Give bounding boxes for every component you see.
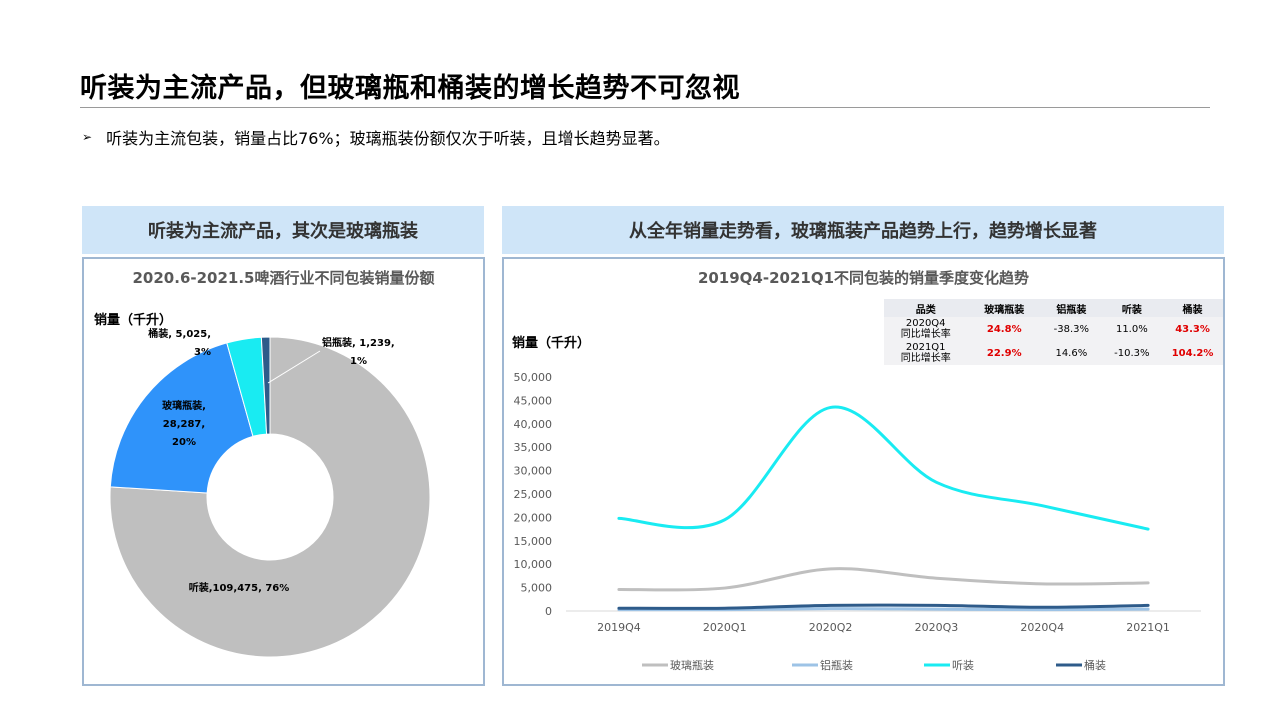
y-tick-label: 30,000: [514, 465, 553, 478]
donut-glass-bottle-slice: [109, 342, 254, 494]
legend-label-glass-bottle: 玻璃瓶装: [670, 658, 714, 672]
y-tick-label: 5,000: [521, 582, 553, 595]
table-header-cell: 听装: [1101, 299, 1163, 317]
line-chart-panel: 2019Q4-2021Q1不同包装的销量季度变化趋势 销量（千升） 品类 玻璃瓶…: [502, 257, 1225, 686]
y-tick-label: 40,000: [514, 418, 553, 431]
x-tick-label: 2020Q3: [915, 621, 959, 634]
donut-can-slice: [109, 336, 431, 658]
donut-chart: 听装,109,475, 76% 玻璃瓶装, 28,287, 20% 桶装, 5,025,…: [109, 327, 431, 658]
legend-label-keg: 桶装: [1084, 658, 1106, 672]
y-tick-label: 15,000: [514, 535, 553, 548]
table-cell: 22.9%: [967, 341, 1042, 365]
donut-unit-label: 销量（千升）: [94, 313, 173, 328]
donut-aluminum-bottle-slice: [260, 336, 271, 435]
x-tick-label: 2020Q4: [1020, 621, 1064, 634]
series-line-can: [617, 405, 1150, 531]
table-cell: 24.8%: [967, 317, 1042, 341]
donut-label-glass: 玻璃瓶装, 28,287, 20%: [162, 399, 206, 448]
donut-label-can: 听装,109,475, 76%: [189, 581, 290, 594]
table-row: 2021Q1 同比增长率 22.9% 14.6% -10.3% 104.2%: [884, 341, 1223, 365]
donut-label-aluminum: 铝瓶装, 1,239, 1%: [322, 336, 395, 367]
page-title: 听装为主流产品，但玻璃瓶和桶装的增长趋势不可忽视: [80, 73, 740, 104]
series-line-keg: [617, 603, 1150, 610]
left-panel-header: 听装为主流产品，其次是玻璃瓶装: [82, 206, 484, 254]
legend-label-can: 听装: [952, 659, 974, 672]
legend-label-aluminum-bottle: 铝瓶装: [820, 658, 853, 672]
y-tick-label: 10,000: [514, 558, 553, 571]
series-line-glass-bottle: [617, 567, 1150, 592]
arrow-bullet-icon: ➢: [82, 130, 93, 144]
x-tick-label: 2020Q1: [703, 621, 747, 634]
x-tick-label: 2021Q1: [1126, 621, 1170, 634]
table-cell: 11.0%: [1101, 317, 1163, 341]
donut-leader-line: [267, 350, 321, 384]
summary-bullet: ➢ 听装为主流包装，销量占比76%；玻璃瓶装份额仅次于听装，且增长趋势显著。: [82, 125, 670, 149]
x-tick-label: 2020Q2: [809, 621, 853, 634]
donut-label-keg: 桶装, 5,025, 3%: [147, 327, 211, 358]
table-header-cell: 玻璃瓶装: [967, 299, 1042, 317]
table-header-cell: 铝瓶装: [1041, 299, 1102, 317]
line-chart-title: 2019Q4-2021Q1不同包装的销量季度变化趋势: [697, 269, 1030, 287]
y-tick-label: 25,000: [514, 488, 553, 501]
table-row: 2020Q4 同比增长率 24.8% -38.3% 11.0% 43.3%: [884, 317, 1223, 341]
table-header-cell: 桶装: [1162, 299, 1223, 317]
title-divider: [80, 107, 1210, 108]
table-cell: -38.3%: [1041, 317, 1102, 341]
table-row-label: 2021Q1 同比增长率: [884, 341, 968, 365]
table-cell: 104.2%: [1162, 341, 1223, 365]
x-tick-label: 2019Q4: [597, 621, 641, 634]
table-cell: 43.3%: [1162, 317, 1223, 341]
growth-rate-table: 品类 玻璃瓶装 铝瓶装 听装 桶装 2020Q4 同比增长率 24.8% -38.…: [884, 299, 1223, 365]
y-tick-label: 45,000: [514, 394, 553, 407]
line-chart: 0 5,000 10,000 15,000 20,000 25,000 30,000 35,0…: [514, 371, 1201, 672]
summary-text: 听装为主流包装，销量占比76%；玻璃瓶装份额仅次于听装，且增长趋势显著。: [106, 129, 670, 148]
growth-table-header: 品类 玻璃瓶装 铝瓶装 听装 桶装: [884, 299, 1223, 317]
table-header-cell: 品类: [884, 299, 968, 317]
line-unit-label: 销量（千升）: [512, 336, 591, 351]
y-tick-label: 35,000: [514, 441, 553, 454]
y-tick-label: 50,000: [514, 371, 553, 384]
right-panel-header: 从全年销量走势看，玻璃瓶装产品趋势上行，趋势增长显著: [502, 206, 1224, 254]
y-tick-label: 20,000: [514, 511, 553, 524]
table-cell: -10.3%: [1101, 341, 1163, 365]
donut-chart-title: 2020.6-2021.5啤酒行业不同包装销量份额: [132, 269, 435, 287]
table-cell: 14.6%: [1041, 341, 1102, 365]
y-tick-label: 0: [545, 605, 552, 618]
donut-chart-panel: 2020.6-2021.5啤酒行业不同包装销量份额 销量（千升） 听装,109,…: [82, 257, 485, 686]
table-row-label: 2020Q4 同比增长率: [884, 317, 968, 341]
